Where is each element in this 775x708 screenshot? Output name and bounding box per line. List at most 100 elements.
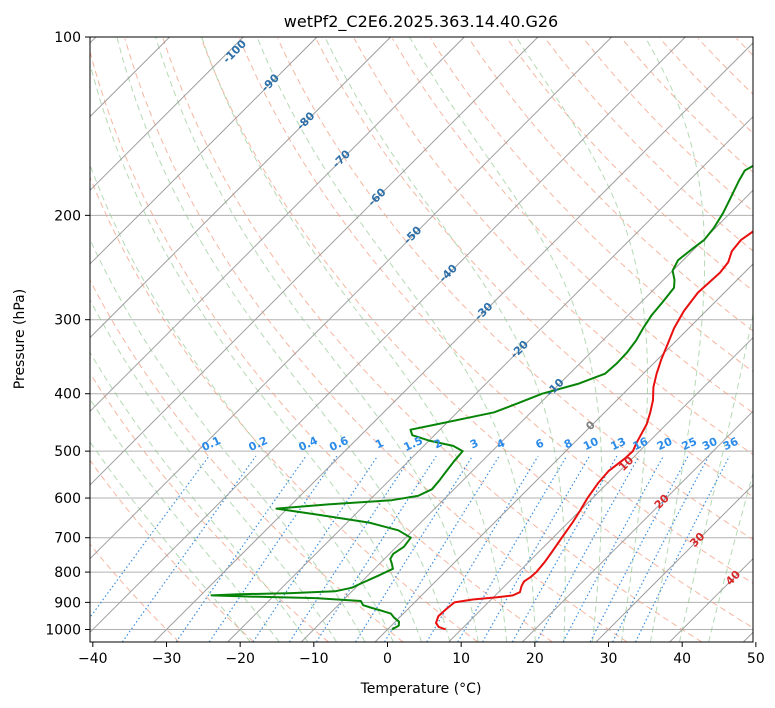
y-axis-title: Pressure (hPa) [12, 289, 28, 389]
mixing-ratio-line [90, 455, 210, 619]
mixing-ratio-line [121, 455, 257, 642]
moist-adiabat-line [90, 238, 366, 642]
dry-adiabat-line [90, 175, 479, 642]
isotherm-line [521, 410, 753, 642]
dewpoint-line [210, 164, 753, 631]
x-tick-label: 10 [452, 651, 470, 667]
isotherm-line [227, 115, 753, 642]
mixing-ratio-label: 10 [581, 435, 601, 453]
temperature-line [435, 230, 753, 631]
dry-adiabat-line [90, 279, 404, 642]
isotherm-label: -10 [543, 376, 566, 399]
mixing-ratio-line [589, 455, 689, 642]
isobar-gridlines [90, 37, 753, 630]
dry-adiabat-line [315, 38, 753, 498]
isotherm-line [374, 263, 753, 642]
y-tick-label: 500 [54, 444, 81, 460]
dry-adiabat-line [353, 38, 753, 456]
moist-adiabat-line [515, 37, 649, 642]
mixing-ratio-line [175, 455, 307, 642]
isotherm-line [669, 557, 753, 642]
y-tick-label: 600 [54, 491, 81, 507]
dry-adiabat-line [697, 38, 753, 95]
x-axis-title: Temperature (°C) [360, 681, 482, 697]
isotherm-line [300, 189, 753, 642]
mixing-ratio-line [252, 455, 379, 642]
mixing-ratio-line [288, 455, 412, 642]
isotherm-label: 20 [652, 491, 672, 511]
moist-adiabat-line [90, 398, 280, 642]
mixing-ratio-line [426, 455, 539, 642]
dry-adiabat-line [124, 38, 628, 642]
y-tick-label: 200 [54, 208, 81, 224]
x-tick-label: 30 [600, 651, 618, 667]
y-axis: 100 200 300 400 500 600 700 800 900 1000 [45, 30, 90, 639]
moist-adiabat-line [90, 351, 309, 642]
moist-adiabat-line [708, 471, 753, 642]
x-tick-label: 0 [383, 651, 392, 667]
mixing-ratio-label: 30 [700, 435, 720, 453]
isotherm-line [90, 37, 686, 634]
sounding-series [210, 164, 753, 631]
dry-adiabat-line [506, 38, 753, 292]
mixing-ratio-line [383, 455, 500, 642]
y-tick-label: 300 [54, 313, 81, 329]
x-tick-label: −20 [225, 651, 255, 667]
y-tick-label: 100 [54, 30, 81, 46]
isotherm-line [90, 37, 318, 265]
isotherm-line [90, 37, 391, 339]
mixing-ratio-label: 16 [631, 435, 651, 453]
x-tick-label: 50 [747, 651, 765, 667]
isotherm-label: -70 [330, 147, 353, 170]
moist-adiabat-line [678, 311, 753, 642]
dry-adiabat-line [200, 38, 753, 629]
isotherm-line [90, 37, 244, 192]
mixing-ratio-label: 3 [468, 436, 480, 451]
plot-area: 0.1 0.2 0.4 0.6 1 1.5 2 3 4 6 8 10 13 16 20 25 30 36-100-… [90, 37, 753, 642]
dry-adiabat-line [90, 49, 553, 642]
x-tick-label: 40 [673, 651, 691, 667]
mixing-ratio-label: 25 [680, 435, 699, 453]
y-tick-label: 400 [54, 387, 81, 403]
moist-adiabat-line [90, 440, 251, 642]
x-tick-label: −30 [152, 651, 182, 667]
moist-adiabat-line [90, 298, 338, 642]
mixing-ratio-line [355, 455, 474, 642]
mixing-ratio-label: 36 [721, 435, 741, 453]
chart-title: wetPf2_C2E6.2025.363.14.40.G26 [284, 12, 558, 32]
isotherm-line [90, 37, 539, 486]
mixing-ratio-line [482, 455, 591, 642]
mixing-ratio-line [562, 455, 664, 642]
y-tick-label: 800 [54, 565, 81, 581]
dry-adiabats [90, 38, 753, 642]
dry-adiabat-line [621, 38, 753, 173]
x-tick-label: −10 [299, 651, 329, 667]
mixing-ratio-label: 13 [609, 435, 628, 453]
isotherm-label: -50 [401, 223, 424, 246]
x-tick-label: 20 [526, 651, 544, 667]
moist-adiabat-line [644, 37, 706, 642]
moist-adiabat-line [90, 61, 423, 642]
dry-adiabat-line [468, 38, 753, 332]
plot-frame [89, 36, 754, 643]
moist-adiabats [90, 37, 753, 642]
moist-adiabat-line [90, 163, 394, 642]
mixing-ratio-line [457, 455, 568, 642]
moist-adiabat-line [256, 37, 536, 642]
y-tick-label: 1000 [45, 623, 81, 639]
isotherm-line [448, 336, 753, 642]
dry-adiabat-line [277, 38, 753, 541]
y-tick-label: 900 [54, 595, 81, 611]
moist-adiabat-line [408, 37, 603, 642]
dry-adiabat-line [736, 38, 753, 56]
dry-adiabat-line [392, 38, 753, 414]
isotherm-label: -80 [294, 109, 317, 132]
line-labels: 0.1 0.2 0.4 0.6 1 1.5 2 3 4 6 8 10 13 16 20 25 30 36-100-… [200, 37, 744, 588]
mixing-ratio-line [208, 455, 338, 642]
dry-adiabat-line [162, 38, 703, 642]
y-tick-label: 700 [54, 531, 81, 547]
isotherm-line [153, 42, 753, 642]
isotherm-line [90, 37, 613, 560]
dry-adiabat-line [90, 459, 255, 642]
